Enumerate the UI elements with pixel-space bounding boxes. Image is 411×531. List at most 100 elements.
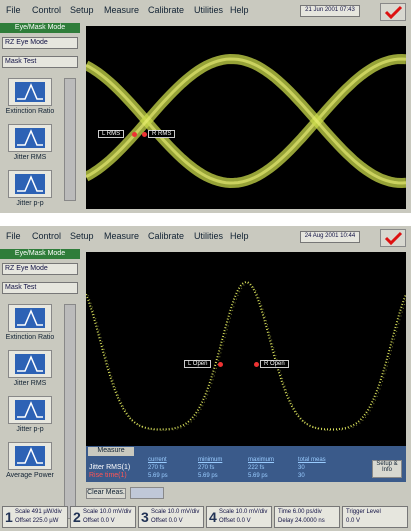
pulse-trace bbox=[86, 282, 406, 429]
tool-button[interactable] bbox=[8, 396, 52, 424]
scale-line: Offset 0.0 V bbox=[151, 518, 183, 524]
menu-item[interactable]: Setup bbox=[70, 231, 94, 241]
tool-label: Extinction Ratio bbox=[4, 334, 56, 342]
menu-item[interactable]: Help bbox=[230, 231, 249, 241]
tool-button[interactable] bbox=[8, 124, 52, 152]
marker-label: L RMS bbox=[98, 130, 124, 138]
row-value: 5.69 ps bbox=[198, 473, 218, 479]
page: File Control Setup Measure Calibrate Utilitie… bbox=[0, 0, 411, 531]
tool-label: Jitter RMS bbox=[4, 380, 56, 388]
scale-line: Delay 24.0000 ns bbox=[278, 518, 325, 524]
channel-number: 3 bbox=[141, 509, 149, 525]
tool-label: Jitter p-p bbox=[4, 200, 56, 208]
marker-point bbox=[142, 132, 147, 137]
scale-line: Time 6.00 ps/div bbox=[278, 509, 322, 515]
row-value: 270 fs bbox=[148, 465, 164, 471]
clear-button[interactable]: Clear Meas. bbox=[86, 488, 126, 499]
mode-header: Eye/Mask Mode bbox=[0, 249, 80, 259]
scale-line: 0.0 V bbox=[346, 518, 360, 524]
marker-label: R Open bbox=[260, 360, 289, 368]
column-header: current bbox=[148, 457, 167, 463]
tool-button[interactable] bbox=[8, 78, 52, 106]
tool-button[interactable] bbox=[8, 442, 52, 470]
scale-line: Offset 0.0 V bbox=[83, 518, 115, 524]
menu-item[interactable]: Control bbox=[32, 231, 61, 241]
row-value: 5.69 ps bbox=[248, 473, 268, 479]
row-value: 5.69 ps bbox=[148, 473, 168, 479]
tool-icon bbox=[9, 305, 51, 331]
waveform bbox=[86, 252, 406, 446]
menu-item[interactable]: Utilities bbox=[194, 231, 223, 241]
arrow-button[interactable] bbox=[130, 487, 164, 499]
menu-item[interactable]: Measure bbox=[104, 5, 139, 15]
tool-button[interactable] bbox=[8, 170, 52, 198]
scale-box[interactable]: Trigger Level 0.0 V bbox=[342, 506, 408, 528]
tool-label: Extinction Ratio bbox=[4, 108, 56, 116]
scale-line: Scale 10.0 mV/div bbox=[83, 509, 131, 515]
pulse-trace bbox=[88, 283, 406, 430]
tool-icon bbox=[9, 397, 51, 423]
dropdown[interactable]: Mask Test bbox=[2, 56, 78, 68]
scope-display: L RMSR RMS bbox=[86, 26, 406, 209]
menu-item[interactable]: Setup bbox=[70, 5, 94, 15]
tool-label: Jitter RMS bbox=[4, 154, 56, 162]
channel-number: 4 bbox=[209, 509, 217, 525]
column-header: maximum bbox=[248, 457, 274, 463]
tool-icon bbox=[9, 79, 51, 105]
marker-point bbox=[218, 362, 223, 367]
row-value: 30 bbox=[298, 473, 305, 479]
setup-button[interactable]: Setup & Info bbox=[372, 460, 402, 478]
scale-line: Scale 491 µW/div bbox=[15, 509, 62, 515]
tool-button[interactable] bbox=[8, 350, 52, 378]
waveform bbox=[86, 26, 406, 209]
marker-point bbox=[132, 132, 137, 137]
marker-label: L Open bbox=[184, 360, 211, 368]
tool-label: Jitter p-p bbox=[4, 426, 56, 434]
tool-icon bbox=[9, 443, 51, 469]
menu-item[interactable]: Help bbox=[230, 5, 249, 15]
menu-item[interactable]: Calibrate bbox=[148, 5, 184, 15]
menu-item[interactable]: File bbox=[6, 5, 21, 15]
menu-item[interactable]: Calibrate bbox=[148, 231, 184, 241]
dropdown[interactable]: RZ Eye Mode bbox=[2, 37, 78, 49]
dropdown[interactable]: RZ Eye Mode bbox=[2, 263, 78, 275]
marker-point bbox=[254, 362, 259, 367]
check-mark bbox=[386, 233, 401, 243]
channel-number: 1 bbox=[5, 509, 13, 525]
tool-icon bbox=[9, 351, 51, 377]
row-value: 30 bbox=[298, 465, 305, 471]
mode-header: Eye/Mask Mode bbox=[0, 23, 80, 33]
date-box: 24 Aug 2001 10:44 bbox=[300, 231, 360, 243]
check-button[interactable] bbox=[380, 229, 406, 247]
screenshot: File Control Setup Measure Calibrate Utilitie… bbox=[0, 0, 411, 213]
tool-button[interactable] bbox=[8, 304, 52, 332]
tool-icon bbox=[9, 171, 51, 197]
measure-tab[interactable]: Measure bbox=[88, 447, 134, 456]
row-value: 270 fs bbox=[198, 465, 214, 471]
check-icon bbox=[381, 4, 405, 20]
row-name: Jitter RMS(1) bbox=[89, 464, 130, 471]
scale-line: Scale 10.0 mV/div bbox=[151, 509, 199, 515]
scale-box[interactable]: Time 6.00 ps/div Delay 24.0000 ns bbox=[274, 506, 340, 528]
row-value: 222 fs bbox=[248, 465, 264, 471]
column-header: minimum bbox=[198, 457, 222, 463]
menu-item[interactable]: Measure bbox=[104, 231, 139, 241]
check-icon bbox=[381, 230, 405, 246]
scale-line: Offset 0.0 V bbox=[219, 518, 251, 524]
date-box: 21 Jun 2001 07:43 bbox=[300, 5, 360, 17]
check-mark bbox=[386, 7, 401, 17]
menu-item[interactable]: Utilities bbox=[194, 5, 223, 15]
scale-line: Offset 225.0 µW bbox=[15, 518, 58, 524]
screenshot: File Control Setup Measure Calibrate Utilitie… bbox=[0, 226, 411, 531]
check-button[interactable] bbox=[380, 3, 406, 21]
scale-line: Scale 10.0 mV/div bbox=[219, 509, 267, 515]
scale-line: Trigger Level bbox=[346, 509, 381, 515]
menu-item[interactable]: Control bbox=[32, 5, 61, 15]
dropdown[interactable]: Mask Test bbox=[2, 282, 78, 294]
menu-item[interactable]: File bbox=[6, 231, 21, 241]
